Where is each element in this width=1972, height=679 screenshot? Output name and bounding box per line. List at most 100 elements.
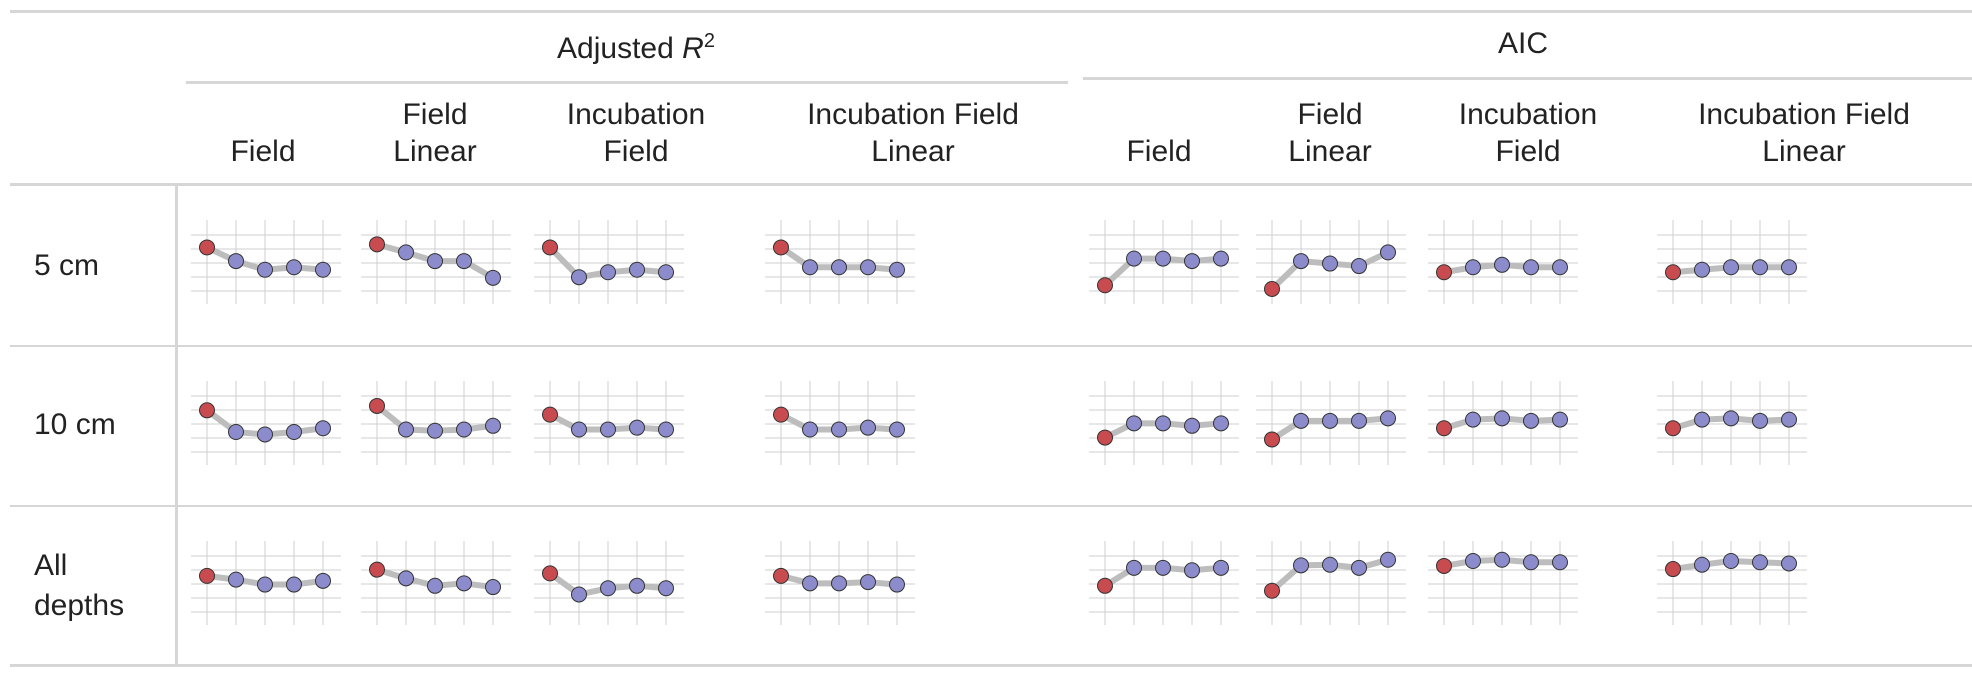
data-point bbox=[1351, 559, 1367, 576]
data-point bbox=[257, 261, 273, 278]
row-label-all-depths: All depths bbox=[34, 546, 124, 626]
data-point bbox=[889, 421, 905, 438]
data-point bbox=[600, 421, 616, 438]
data-point bbox=[1552, 259, 1568, 276]
data-point bbox=[831, 421, 847, 438]
column-header-7: Incubation Field bbox=[1378, 96, 1678, 170]
column-header-line: Field bbox=[402, 98, 468, 131]
data-point bbox=[1752, 554, 1768, 571]
data-point-first bbox=[773, 239, 789, 256]
data-point bbox=[1494, 256, 1510, 273]
data-point bbox=[1523, 554, 1539, 571]
data-point-first bbox=[1264, 431, 1280, 448]
data-point bbox=[398, 421, 414, 438]
data-point-first bbox=[542, 565, 558, 582]
data-point-first bbox=[1097, 577, 1113, 594]
sparkline-r1-c2 bbox=[361, 220, 511, 304]
group-underline-aic bbox=[1083, 77, 1972, 80]
data-point-first bbox=[773, 567, 789, 584]
data-point bbox=[831, 259, 847, 276]
column-header-line: Field bbox=[1126, 135, 1192, 168]
sparkline-r3-c6 bbox=[1256, 541, 1406, 625]
sparkline-r1-c5 bbox=[1089, 220, 1239, 304]
sparkline-r1-c7 bbox=[1428, 220, 1578, 304]
data-point-first bbox=[369, 397, 385, 414]
data-point bbox=[1694, 261, 1710, 278]
column-header-line: Linear bbox=[1288, 135, 1372, 168]
data-point bbox=[1184, 562, 1200, 579]
data-point bbox=[1523, 259, 1539, 276]
data-point bbox=[1322, 255, 1338, 272]
bottom-rule bbox=[10, 664, 1972, 667]
group-title-superscript: 2 bbox=[703, 30, 715, 52]
data-point bbox=[1380, 244, 1396, 261]
data-point bbox=[860, 574, 876, 591]
column-header-line: Linear bbox=[393, 135, 477, 168]
data-point bbox=[831, 575, 847, 592]
group-underline-r2 bbox=[186, 81, 1068, 84]
data-point bbox=[315, 261, 331, 278]
data-point bbox=[1155, 559, 1171, 576]
data-point-first bbox=[1436, 420, 1452, 437]
column-header-line: Incubation bbox=[1458, 98, 1598, 131]
group-title-text: AIC bbox=[1497, 27, 1548, 60]
data-point bbox=[802, 421, 818, 438]
data-point-first bbox=[199, 402, 215, 419]
data-point bbox=[1723, 410, 1739, 427]
group-title-symbol: R bbox=[682, 32, 704, 65]
sparkline-r2-c2 bbox=[361, 381, 511, 465]
sparkline-r2-c3 bbox=[534, 381, 684, 465]
sparkline-r1-c1 bbox=[191, 220, 341, 304]
data-point bbox=[1380, 551, 1396, 568]
sparkline-r2-c4 bbox=[765, 381, 915, 465]
row-label-line: depths bbox=[34, 589, 125, 622]
data-point bbox=[257, 576, 273, 593]
data-point bbox=[427, 577, 443, 594]
row-label-10cm: 10 cm bbox=[34, 405, 116, 445]
column-header-line: Incubation bbox=[566, 98, 706, 131]
data-point bbox=[1213, 415, 1229, 432]
row-label-5cm: 5 cm bbox=[34, 246, 99, 286]
data-point bbox=[286, 259, 302, 276]
data-point bbox=[889, 261, 905, 278]
data-point bbox=[802, 259, 818, 276]
row-divider-2 bbox=[10, 505, 1972, 507]
data-point bbox=[1155, 250, 1171, 267]
data-point bbox=[427, 253, 443, 270]
data-point bbox=[398, 244, 414, 261]
data-point bbox=[315, 572, 331, 589]
data-point-first bbox=[1097, 277, 1113, 294]
data-point bbox=[1781, 555, 1797, 572]
row-label-line: All bbox=[34, 549, 68, 582]
column-header-line: Incubation Field bbox=[1698, 98, 1910, 131]
data-point bbox=[228, 424, 244, 440]
data-point bbox=[1184, 417, 1200, 434]
data-point-first bbox=[1665, 264, 1681, 281]
data-point-first bbox=[199, 567, 215, 584]
data-point bbox=[1322, 412, 1338, 429]
data-point bbox=[1723, 259, 1739, 276]
data-point-first bbox=[369, 561, 385, 578]
data-point bbox=[1351, 412, 1367, 429]
data-point bbox=[1781, 259, 1797, 276]
data-point bbox=[1552, 554, 1568, 571]
data-point bbox=[485, 269, 501, 286]
column-header-6: Field Linear bbox=[1180, 96, 1480, 170]
column-header-line: Field bbox=[603, 135, 669, 168]
data-point bbox=[485, 417, 501, 434]
data-point bbox=[228, 253, 244, 270]
column-header-3: Incubation Field bbox=[486, 96, 786, 170]
sparkline-r3-c7 bbox=[1428, 541, 1578, 625]
sparkline-r1-c3 bbox=[534, 220, 684, 304]
data-point bbox=[1126, 559, 1142, 576]
stub-divider bbox=[175, 186, 178, 664]
column-header-line: Field bbox=[1297, 98, 1363, 131]
sparkline-r1-c8 bbox=[1657, 220, 1807, 304]
data-point bbox=[1184, 253, 1200, 270]
column-header-line: Linear bbox=[1762, 135, 1846, 168]
column-header-line: Field bbox=[230, 135, 296, 168]
data-point bbox=[257, 426, 273, 443]
data-point bbox=[427, 422, 443, 439]
data-point bbox=[1752, 412, 1768, 429]
data-point bbox=[1155, 415, 1171, 432]
